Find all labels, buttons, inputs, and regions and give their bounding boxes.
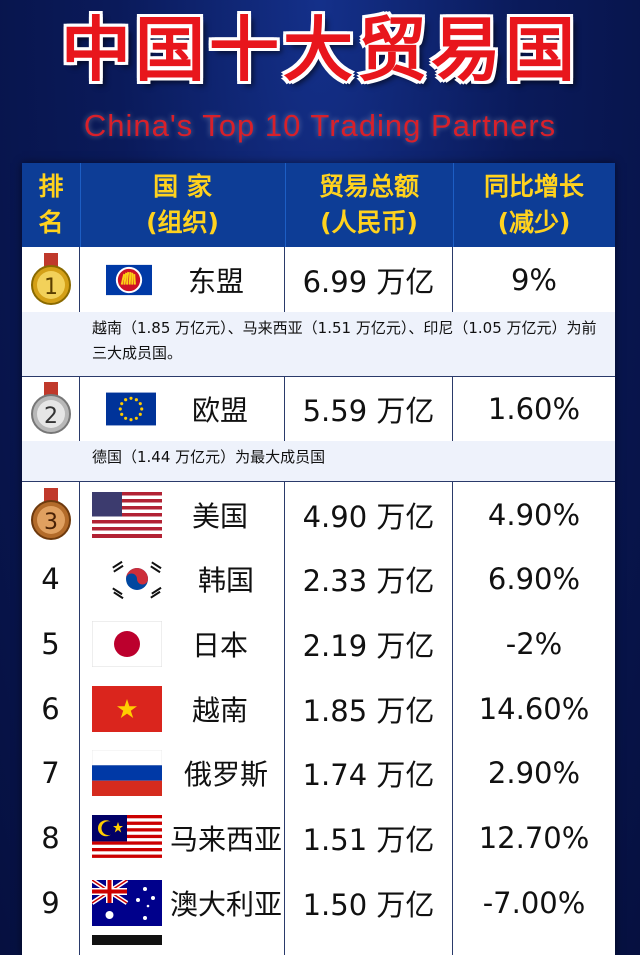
amount-cell: 4.90 万亿 xyxy=(285,482,453,547)
flag-partial-icon xyxy=(92,935,162,945)
rank-cell: 1 xyxy=(22,247,80,312)
amount-cell: 1.85 万亿 xyxy=(285,676,453,741)
asean-note: 越南（1.85 万亿元）、马来西亚（1.51 万亿元）、印尼（1.05 万亿元）… xyxy=(22,312,615,377)
table-row: 6 越南 1.85 万亿 14.60% xyxy=(22,676,615,742)
header-rank: 排 名 xyxy=(22,163,81,247)
header-amount-line1: 贸易总额 xyxy=(318,172,419,201)
russia-flag-icon xyxy=(92,750,162,796)
growth-cell xyxy=(453,935,615,955)
amount-cell: 1.50 万亿 xyxy=(285,870,453,935)
growth-cell: 4.90% xyxy=(487,497,581,532)
amount-cell xyxy=(285,935,453,955)
rank-cell: 4 xyxy=(22,547,80,611)
rank-cell: 7 xyxy=(22,741,80,805)
growth-cell: 1.60% xyxy=(487,392,581,426)
page-subtitle: China's Top 10 Trading Partners xyxy=(83,108,557,143)
growth-cell: -2% xyxy=(505,626,563,661)
growth-cell: 12.70% xyxy=(478,820,590,855)
country-name: 美国 xyxy=(192,499,249,533)
vietnam-flag-icon xyxy=(92,685,162,732)
header-growth-line1: 同比增长 xyxy=(483,172,584,201)
country-cell: 俄罗斯 xyxy=(80,741,285,805)
asean-flag-icon xyxy=(106,264,152,295)
country-name: 马来西亚 xyxy=(170,822,283,856)
country-name: 澳大利亚 xyxy=(170,887,283,921)
table-row: 4 韩国 2.33 万亿 6.90% xyxy=(22,547,615,612)
growth-cell: 2.90% xyxy=(487,756,581,790)
gold-medal-icon: 1 xyxy=(30,252,71,305)
header-rank-line1: 排 xyxy=(38,172,64,201)
country-cell: 韩国 xyxy=(80,547,285,611)
table-row: 7 俄罗斯 1.74 万亿 2.90% xyxy=(22,741,615,806)
rank-cell: 3 xyxy=(22,482,80,547)
table-row: 3 美国 4.90 万亿 4.90% xyxy=(22,482,615,548)
header-rank-line2: 名 xyxy=(38,208,64,237)
amount-cell: 6.99 万亿 xyxy=(285,247,453,312)
amount-cell: 2.19 万亿 xyxy=(285,611,453,676)
header-amount-line2: (人民币) xyxy=(320,208,418,237)
growth-cell: 14.60% xyxy=(478,691,590,726)
bronze-medal-icon: 3 xyxy=(30,487,71,540)
header-country-line1: 国 家 xyxy=(153,172,212,201)
country-name: 俄罗斯 xyxy=(184,758,269,791)
header-country: 国 家 (组织) xyxy=(80,163,286,247)
japan-flag-icon xyxy=(92,620,162,667)
country-cell: 马来西亚 xyxy=(80,805,285,870)
country-name: 日本 xyxy=(192,628,249,662)
eu-note: 德国（1.44 万亿元）为最大成员国 xyxy=(22,441,615,482)
country-name: 越南 xyxy=(192,693,249,727)
country-cell: 欧盟 xyxy=(80,377,285,441)
trade-table: 排 名 国 家 (组织) 贸易总额 (人民币) 同比增长 (减少) 1 xyxy=(22,163,615,955)
australia-flag-icon xyxy=(92,879,162,926)
amount-cell: 5.59 万亿 xyxy=(285,377,453,441)
rank-cell: 9 xyxy=(22,870,80,935)
usa-flag-icon xyxy=(92,491,162,538)
table-row: 1 东盟 6.99 万亿 9% xyxy=(22,247,615,313)
growth-cell: 6.90% xyxy=(487,562,581,596)
silver-medal-icon: 2 xyxy=(30,382,71,434)
svg-text:1: 1 xyxy=(44,275,58,300)
country-name: 韩国 xyxy=(198,564,255,597)
country-name: 欧盟 xyxy=(192,394,249,427)
header-country-line2: (组织) xyxy=(146,208,219,237)
table-header: 排 名 国 家 (组织) 贸易总额 (人民币) 同比增长 (减少) xyxy=(22,163,615,247)
header-growth: 同比增长 (减少) xyxy=(453,163,615,247)
country-name: 东盟 xyxy=(188,264,245,298)
country-cell: 美国 xyxy=(80,482,285,547)
growth-cell: -7.00% xyxy=(482,885,586,920)
amount-cell: 2.33 万亿 xyxy=(285,547,453,611)
rank-cell: 2 xyxy=(22,377,80,441)
growth-cell: 9% xyxy=(510,262,557,297)
rank-cell: 6 xyxy=(22,676,80,741)
table-row: 8 马来西亚 1.51 万亿 12.70% xyxy=(22,805,615,871)
page-title: 中国十大贸易国 xyxy=(61,9,579,91)
rank-cell: 8 xyxy=(22,805,80,870)
header-amount: 贸易总额 (人民币) xyxy=(285,163,454,247)
amount-cell: 1.51 万亿 xyxy=(285,805,453,870)
amount-cell: 1.74 万亿 xyxy=(285,741,453,805)
country-cell: 澳大利亚 xyxy=(80,870,285,935)
rank-cell: 5 xyxy=(22,611,80,676)
rank-cell xyxy=(22,935,80,955)
malaysia-flag-icon xyxy=(92,814,162,861)
country-cell: 越南 xyxy=(80,676,285,741)
svg-text:3: 3 xyxy=(44,510,58,535)
country-cell: 东盟 xyxy=(80,247,285,312)
korea-flag-icon xyxy=(102,556,172,602)
table-row: 2 欧盟 5.59 万亿 1.60% xyxy=(22,377,615,442)
table-row: 5 日本 2.19 万亿 -2% xyxy=(22,611,615,677)
svg-text:2: 2 xyxy=(44,404,58,429)
table-row-partial xyxy=(22,935,615,955)
table-row: 9 澳大利亚 1.50 万亿 -7.00% xyxy=(22,870,615,936)
country-cell xyxy=(80,935,285,955)
header-growth-line2: (减少) xyxy=(497,208,571,237)
eu-flag-icon xyxy=(106,392,156,426)
country-cell: 日本 xyxy=(80,611,285,676)
